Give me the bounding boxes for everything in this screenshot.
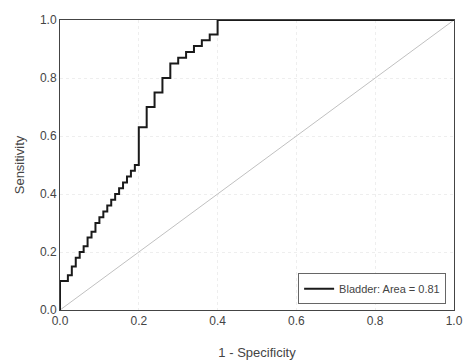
svg-text:1.0: 1.0 (40, 13, 57, 27)
svg-text:0.8: 0.8 (367, 314, 384, 328)
svg-text:0.0: 0.0 (52, 314, 69, 328)
svg-text:0.2: 0.2 (130, 314, 147, 328)
svg-text:Bladder: Area = 0.81: Bladder: Area = 0.81 (339, 283, 440, 295)
svg-text:0.4: 0.4 (40, 187, 57, 201)
svg-text:Sensitivity: Sensitivity (12, 135, 27, 194)
svg-text:0.6: 0.6 (288, 314, 305, 328)
svg-text:0.2: 0.2 (40, 245, 57, 259)
svg-text:0.6: 0.6 (40, 129, 57, 143)
svg-text:1.0: 1.0 (446, 314, 463, 328)
svg-text:1 - Specificity: 1 - Specificity (218, 345, 296, 360)
svg-text:0.8: 0.8 (40, 71, 57, 85)
svg-text:0.0: 0.0 (40, 303, 57, 317)
svg-text:0.4: 0.4 (209, 314, 226, 328)
